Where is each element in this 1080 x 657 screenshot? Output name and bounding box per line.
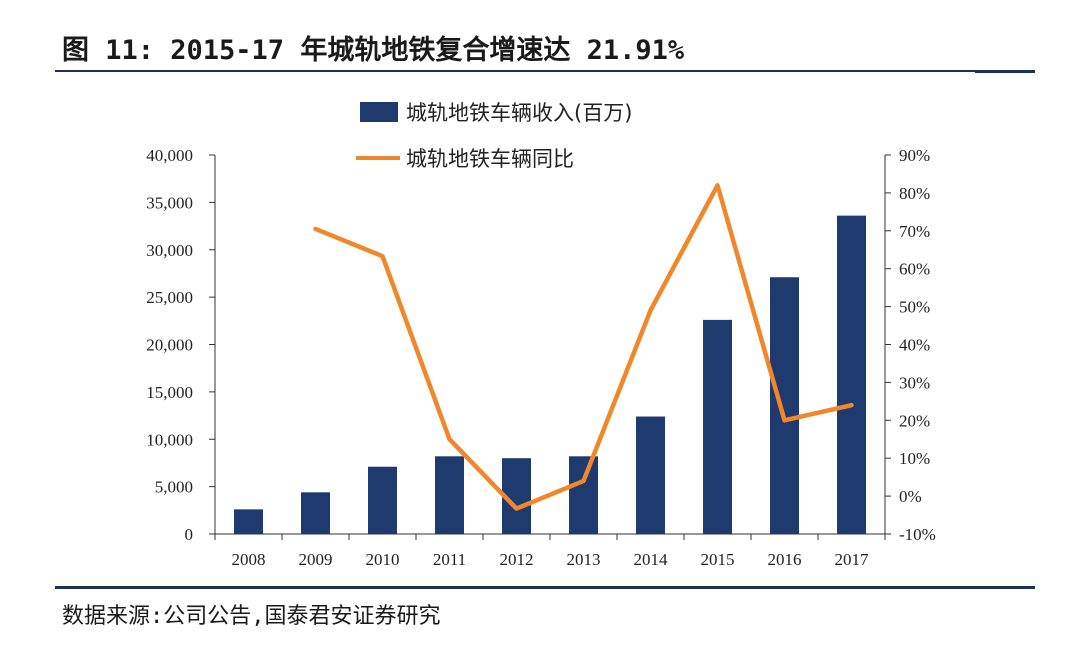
yoy-point xyxy=(849,403,854,408)
figure-title: 图 11: 2015-17 年城轨地铁复合增速达 21.91% xyxy=(62,35,685,66)
bar xyxy=(703,319,732,534)
x-tick-label: 2013 xyxy=(567,550,601,569)
bar xyxy=(837,215,866,534)
tick-labels: 0 5,000 10,000 15,000 20,000 25,000 30,000 35,0… xyxy=(146,146,936,569)
legend: 城轨地铁车辆收入(百万) 城轨地铁车辆同比 xyxy=(356,101,632,171)
right-tick-label: 80% xyxy=(899,184,930,203)
yoy-point xyxy=(313,226,318,231)
bar xyxy=(569,456,598,534)
x-tick-label: 2015 xyxy=(701,550,735,569)
right-tick-label: 40% xyxy=(899,336,930,355)
yoy-point xyxy=(715,183,720,188)
right-tick-label: 90% xyxy=(899,146,930,165)
yoy-point xyxy=(514,506,519,511)
bar-series xyxy=(234,215,866,534)
line-series xyxy=(313,183,854,511)
bar xyxy=(770,277,799,534)
left-tick-label: 35,000 xyxy=(146,193,193,212)
bar xyxy=(301,492,330,534)
x-tick-label: 2011 xyxy=(433,550,466,569)
yoy-point xyxy=(447,437,452,442)
x-tick-label: 2009 xyxy=(299,550,333,569)
x-tick-label: 2012 xyxy=(500,550,534,569)
bar xyxy=(636,416,665,534)
left-tick-label: 15,000 xyxy=(146,383,193,402)
x-tick-label: 2010 xyxy=(366,550,400,569)
title-divider-accent xyxy=(975,70,1035,73)
title-divider xyxy=(55,70,1035,72)
right-tick-label: 60% xyxy=(899,260,930,279)
legend-bar-label: 城轨地铁车辆收入(百万) xyxy=(406,101,632,125)
left-tick-label: 0 xyxy=(185,525,194,544)
legend-bar-swatch xyxy=(360,102,398,122)
left-tick-label: 5,000 xyxy=(155,478,193,497)
right-tick-label: 70% xyxy=(899,222,930,241)
right-tick-label: 30% xyxy=(899,373,930,392)
legend-line-label: 城轨地铁车辆同比 xyxy=(406,147,574,171)
source-note: 数据来源:公司公告,国泰君安证券研究 xyxy=(62,604,441,629)
bar xyxy=(368,466,397,534)
right-tick-label: 10% xyxy=(899,449,930,468)
left-tick-label: 20,000 xyxy=(146,336,193,355)
x-tick-label: 2014 xyxy=(634,550,669,569)
yoy-point xyxy=(782,418,787,423)
left-tick-label: 10,000 xyxy=(146,430,193,449)
x-tick-label: 2008 xyxy=(232,550,266,569)
right-tick-label: -10% xyxy=(899,525,936,544)
yoy-point xyxy=(581,478,586,483)
yoy-point xyxy=(648,308,653,313)
x-tick-label: 2016 xyxy=(768,550,802,569)
right-tick-label: 50% xyxy=(899,298,930,317)
source-divider xyxy=(55,586,1035,589)
x-tick-label: 2017 xyxy=(835,550,870,569)
right-tick-label: 20% xyxy=(899,411,930,430)
left-tick-label: 40,000 xyxy=(146,146,193,165)
bar xyxy=(234,509,263,534)
yoy-point xyxy=(380,254,385,259)
bar xyxy=(435,456,464,534)
left-tick-label: 25,000 xyxy=(146,288,193,307)
left-tick-label: 30,000 xyxy=(146,241,193,260)
right-tick-label: 0% xyxy=(899,487,922,506)
